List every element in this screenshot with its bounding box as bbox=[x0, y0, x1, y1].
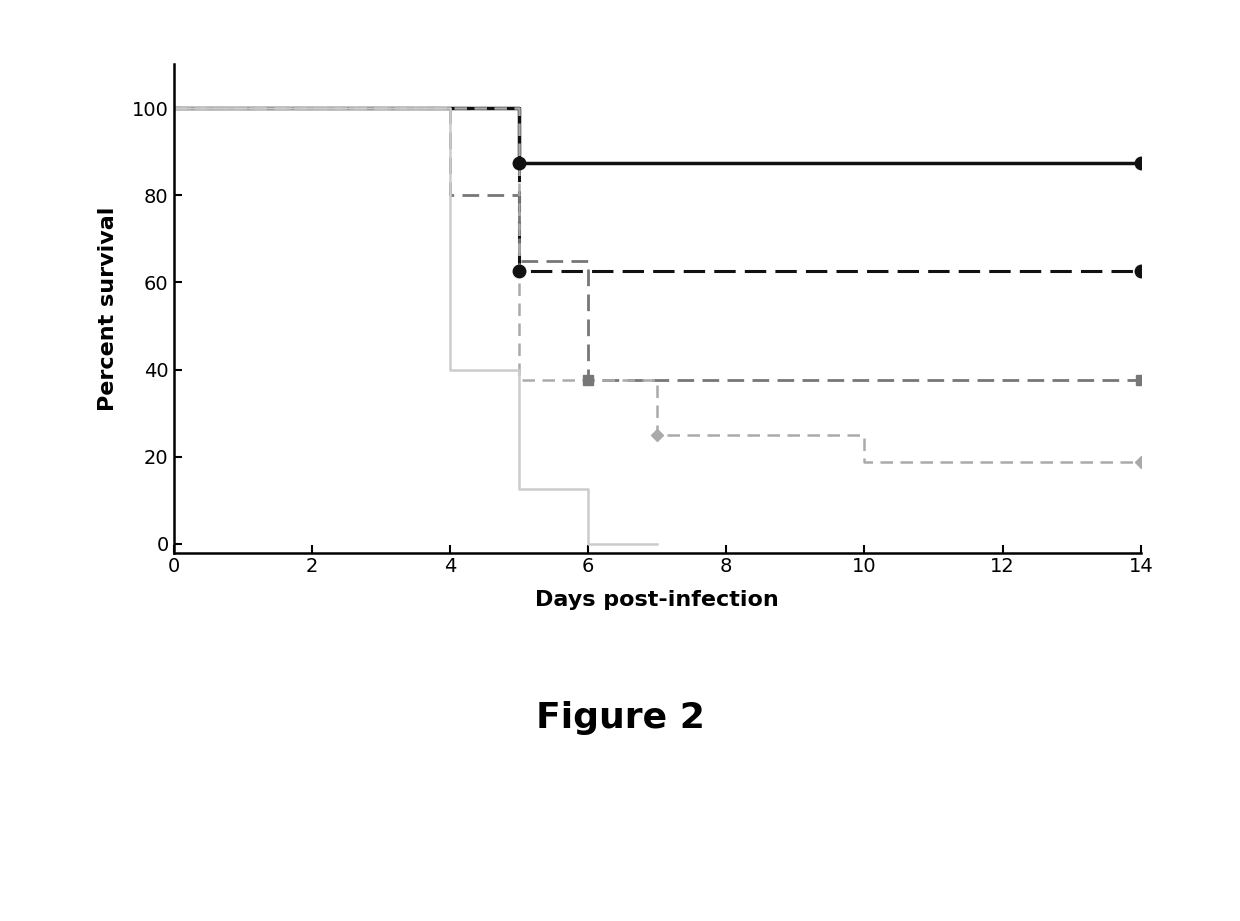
Y-axis label: Percent survival: Percent survival bbox=[98, 206, 118, 411]
Text: Figure 2: Figure 2 bbox=[536, 702, 704, 735]
X-axis label: Days post-infection: Days post-infection bbox=[536, 590, 779, 611]
